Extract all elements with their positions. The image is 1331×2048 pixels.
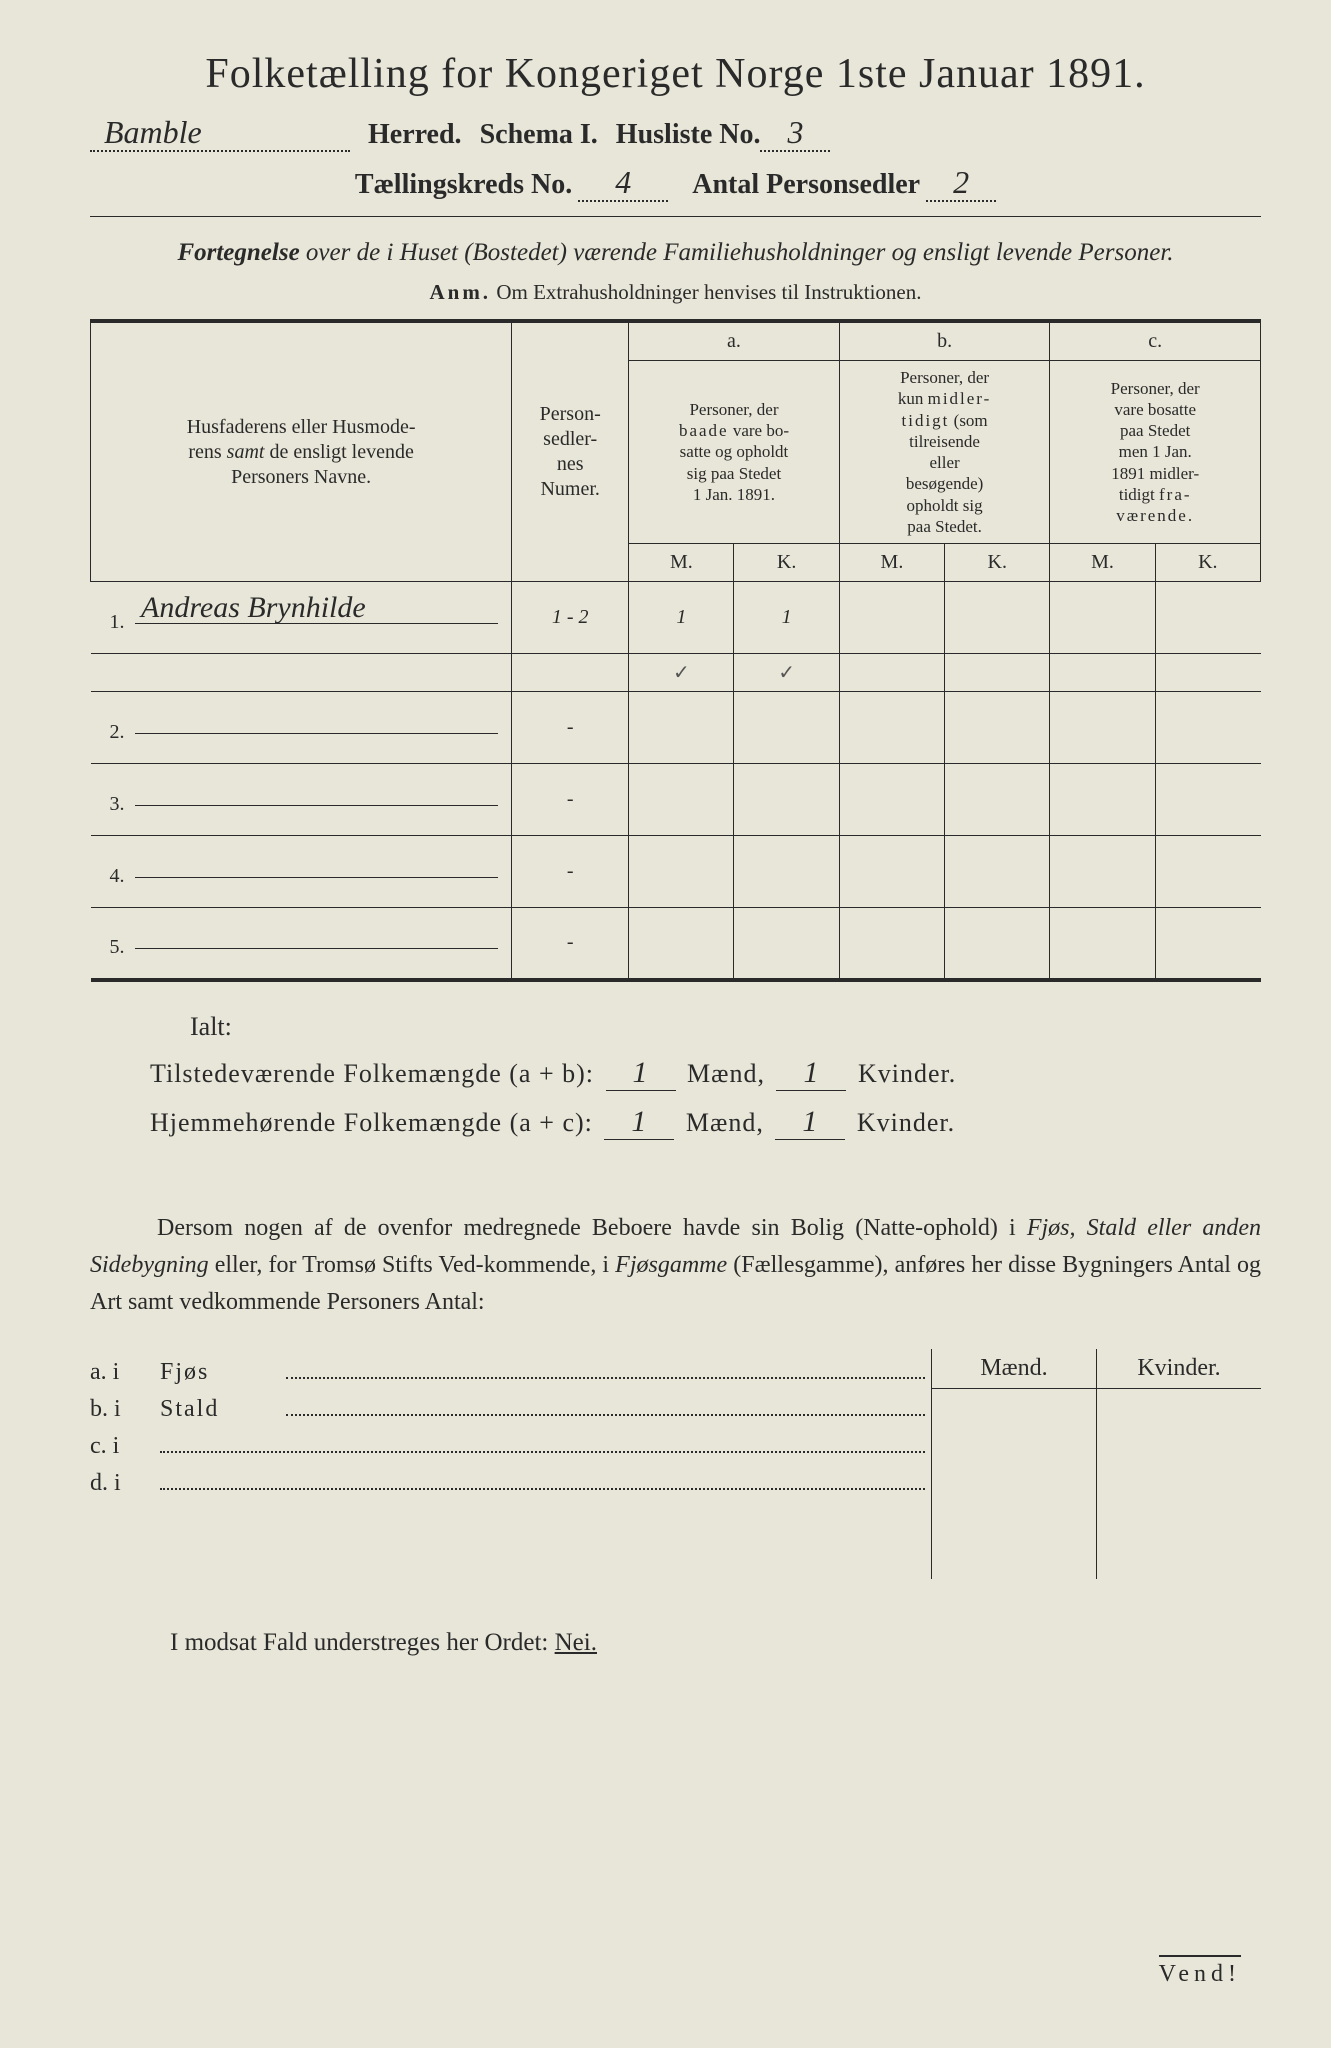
dwelling-hdr-k: Kvinder. [1096,1349,1261,1388]
th-a-k: K. [734,544,839,582]
cell-num: - [512,836,629,908]
husliste-label: Husliste No. [616,119,761,151]
ialt-block: Ialt: Tilstedeværende Folkemængde (a + b… [150,1012,1261,1140]
maend-label: Mænd, [686,1108,764,1137]
header-line-1: Bamble Herred. Schema I. Husliste No. 3 [90,116,1261,152]
nei-line: I modsat Fald understreges her Ordet: Ne… [90,1629,1261,1657]
ialt-r1-m: 1 [606,1056,676,1091]
th-a-top: a. [629,321,840,361]
kvinder-label: Kvinder. [858,1059,956,1088]
dwelling-row: d. i [90,1470,931,1497]
cell-a-k: 1 [734,582,839,654]
kreds-label: Tællingskreds No. [355,169,572,201]
th-c-m: M. [1050,544,1155,582]
antal-label: Antal Personsedler [692,169,920,201]
dwelling-mk-table: Mænd. Kvinder. [931,1349,1261,1579]
th-c: Personer, dervare bosattepaa Stedetmen 1… [1050,361,1261,544]
dotted-line [160,1445,925,1453]
dwelling-block: a. i Fjøs b. i Stald c. i d. i Mænd. K [90,1349,1261,1579]
ialt-label: Ialt: [190,1012,1261,1042]
cell-b-k [945,582,1050,654]
cell-c-m [1050,582,1155,654]
table-row: 3. - [91,764,1261,836]
th-c-k: K. [1155,544,1260,582]
ialt-r2-label: Hjemmehørende Folkemængde (a + c): [150,1108,593,1137]
kvinder-label: Kvinder. [857,1108,955,1137]
ialt-r1-k: 1 [776,1056,846,1091]
check-row: ✓ ✓ [91,654,1261,692]
row-num: 4. [104,865,130,888]
check-a-m: ✓ [629,654,734,692]
kreds-value: 4 [578,166,668,202]
nei-text: I modsat Fald understreges her Ordet: [170,1629,548,1656]
table-row: 1. Andreas Brynhilde 1 - 2 1 1 [91,582,1261,654]
table-row: 2. - [91,692,1261,764]
divider [90,216,1261,217]
anm-text: Om Extrahusholdninger henvises til Instr… [496,280,921,304]
dwelling-lbl: a. i [90,1359,160,1386]
th-b: Personer, derkun midler-tidigt (somtilre… [839,361,1050,544]
cell-num: - [512,764,629,836]
table-row: 4. - [91,836,1261,908]
cell-num: - [512,908,629,980]
row-num: 1. [104,611,130,634]
dwelling-row: b. i Stald [90,1396,931,1423]
subtitle-text: over de i Huset (Bostedet) værende Famil… [306,239,1174,266]
row-num: 3. [104,793,130,816]
herred-label: Herred. [368,119,462,151]
schema-label: Schema I. [480,119,598,151]
herred-value: Bamble [90,116,350,152]
check-a-k: ✓ [734,654,839,692]
dwelling-lbl: b. i [90,1396,160,1423]
dotted-line [286,1408,925,1416]
row-num: 2. [104,721,130,744]
dwelling-list: a. i Fjøs b. i Stald c. i d. i [90,1349,931,1579]
dwelling-col-k [1096,1389,1261,1579]
ialt-row-2: Hjemmehørende Folkemængde (a + c): 1 Mæn… [150,1105,1261,1140]
cell-num: 1 - 2 [512,582,629,654]
maend-label: Mænd, [687,1059,765,1088]
ialt-r2-k: 1 [775,1105,845,1140]
th-b-m: M. [839,544,944,582]
th-b-k: K. [945,544,1050,582]
census-page: Folketælling for Kongeriget Norge 1ste J… [0,0,1331,2048]
dotted-line [286,1371,925,1379]
th-c-top: c. [1050,321,1261,361]
row-num: 5. [104,936,130,959]
vend-label: Vend! [1159,1955,1241,1988]
ialt-row-1: Tilstedeværende Folkemængde (a + b): 1 M… [150,1056,1261,1091]
th-names: Husfaderens eller Husmode-rens samt de e… [91,321,512,582]
dwelling-col-m [932,1389,1096,1579]
th-a-m: M. [629,544,734,582]
anm-label: Anm. [429,280,491,304]
dwelling-lbl: d. i [90,1470,160,1497]
header-line-2: Tællingskreds No. 4 Antal Personsedler 2 [90,166,1261,202]
cell-num: - [512,692,629,764]
subtitle: Fortegnelse over de i Huset (Bostedet) v… [90,235,1261,270]
ialt-r2-m: 1 [604,1105,674,1140]
dwelling-type: Stald [160,1396,280,1423]
ialt-r1-label: Tilstedeværende Folkemængde (a + b): [150,1059,594,1088]
th-a: Personer, derbaade vare bo-satte og opho… [629,361,840,544]
dwelling-row: c. i [90,1433,931,1460]
dotted-line [160,1482,925,1490]
antal-value: 2 [926,166,996,202]
nei-word: Nei. [555,1629,597,1656]
dwelling-para: Dersom nogen af de ovenfor medregnede Be… [90,1210,1261,1322]
cell-a-m: 1 [629,582,734,654]
cell-c-k [1155,582,1260,654]
main-table: Husfaderens eller Husmode-rens samt de e… [90,319,1261,982]
anm-line: Anm. Om Extrahusholdninger henvises til … [90,280,1261,305]
table-row: 5. - [91,908,1261,980]
page-title: Folketælling for Kongeriget Norge 1ste J… [90,50,1261,98]
dwelling-row: a. i Fjøs [90,1359,931,1386]
husliste-value: 3 [760,116,830,152]
dwelling-hdr-m: Mænd. [932,1349,1096,1388]
th-b-top: b. [839,321,1050,361]
th-num: Person-sedler-nesNumer. [512,321,629,582]
row-name-hw: Andreas Brynhilde [141,591,366,625]
dwelling-lbl: c. i [90,1433,160,1460]
cell-b-m [839,582,944,654]
dwelling-type: Fjøs [160,1359,280,1386]
